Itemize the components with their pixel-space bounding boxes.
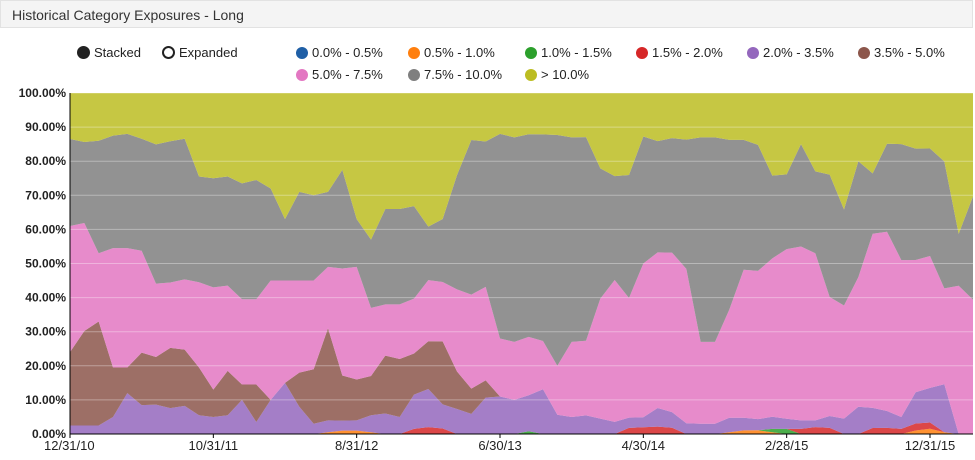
legend-swatch-icon (747, 46, 759, 59)
legend-label: 0.5% - 1.0% (424, 45, 495, 60)
legend-label: 5.0% - 7.5% (312, 67, 383, 82)
legend-swatch-icon (408, 46, 420, 59)
legend-label: 0.0% - 0.5% (312, 45, 383, 60)
legend-item-4[interactable]: 2.0% - 3.5% (747, 45, 834, 60)
y-tick-label: 80.00% (25, 154, 66, 168)
legend-label: 3.5% - 5.0% (874, 45, 945, 60)
area-series-6[interactable] (70, 222, 973, 434)
expanded-label: Expanded (179, 45, 238, 60)
legend-item-1[interactable]: 0.5% - 1.0% (408, 45, 495, 60)
legend-swatch-icon (408, 68, 420, 81)
y-tick-label: 60.00% (25, 222, 66, 236)
x-tick-label: 12/31/15 (905, 438, 956, 453)
legend-swatch-icon (296, 68, 308, 81)
x-tick-label: 12/31/10 (44, 438, 95, 453)
x-tick-label: 8/31/12 (335, 438, 378, 453)
legend-label: 1.0% - 1.5% (541, 45, 612, 60)
legend-label: 2.0% - 3.5% (763, 45, 834, 60)
area-layers (70, 93, 973, 434)
y-tick-label: 30.00% (25, 325, 66, 339)
area-series-8[interactable] (70, 93, 973, 240)
x-tick-label: 10/31/11 (189, 438, 239, 453)
chart-title: Historical Category Exposures - Long (12, 7, 244, 23)
legend-item-8[interactable]: > 10.0% (525, 67, 589, 82)
legend-item-5[interactable]: 3.5% - 5.0% (858, 45, 945, 60)
y-tick-label: 40.00% (25, 291, 66, 305)
legend-item-0[interactable]: 0.0% - 0.5% (296, 45, 383, 60)
area-series-3[interactable] (70, 422, 973, 434)
legend-swatch-icon (525, 46, 537, 59)
legend-item-3[interactable]: 1.5% - 2.0% (636, 45, 723, 60)
area-series-7[interactable] (70, 133, 973, 366)
y-tick-label: 100.00% (19, 86, 67, 100)
legend-label: > 10.0% (541, 67, 590, 82)
area-series-2[interactable] (70, 428, 973, 434)
legend-swatch-icon (636, 46, 648, 59)
legend-item-6[interactable]: 5.0% - 7.5% (296, 67, 383, 82)
stacked-label: Stacked (94, 45, 141, 60)
y-tick-label: 50.00% (25, 257, 66, 271)
legend-label: 7.5% - 10.0% (424, 67, 503, 82)
y-tick-label: 90.00% (25, 120, 66, 134)
x-tick-label: 2/28/15 (765, 438, 808, 453)
area-series-1[interactable] (70, 428, 973, 434)
chart-legend: Stacked Expanded 0.0% - 0.5% 0.5% - 1.0% 1… (0, 40, 975, 84)
x-axis: 12/31/10 10/31/11 8/31/12 6/30/13 4/30/14 2/2… (44, 434, 955, 453)
radio-unselected-icon (162, 46, 175, 59)
legend-swatch-icon (296, 46, 308, 59)
x-tick-label: 6/30/13 (478, 438, 521, 453)
legend-item-2[interactable]: 1.0% - 1.5% (525, 45, 612, 60)
y-tick-label: 0.00% (32, 427, 66, 441)
legend-item-7[interactable]: 7.5% - 10.0% (408, 67, 502, 82)
radio-selected-icon (77, 46, 90, 59)
y-tick-label: 10.00% (25, 393, 66, 407)
legend-swatch-icon (525, 68, 537, 81)
legend-label: 1.5% - 2.0% (652, 45, 723, 60)
area-series-4[interactable] (70, 382, 973, 434)
y-tick-label: 70.00% (25, 188, 66, 202)
legend-swatch-icon (858, 46, 870, 59)
expanded-toggle[interactable]: Expanded (162, 45, 238, 60)
stacked-toggle[interactable]: Stacked (77, 45, 141, 60)
y-tick-label: 20.00% (25, 359, 66, 373)
x-tick-label: 4/30/14 (622, 438, 665, 453)
panel-header: Historical Category Exposures - Long (0, 0, 973, 28)
